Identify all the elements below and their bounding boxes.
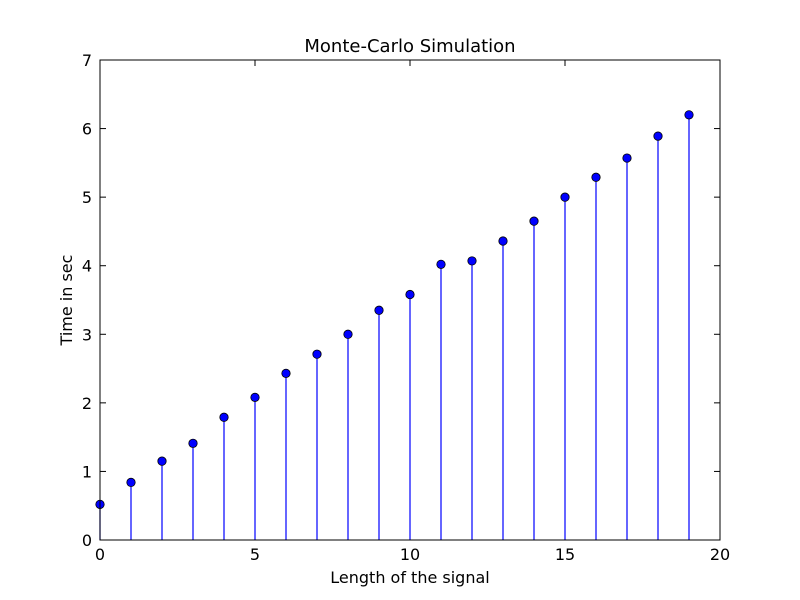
data-point	[126, 477, 136, 487]
data-point	[622, 153, 632, 163]
y-tick-label: 0	[82, 531, 92, 550]
data-point	[219, 412, 229, 422]
data-point	[157, 456, 167, 466]
y-tick-label: 4	[82, 257, 92, 276]
data-point	[684, 110, 694, 120]
data-point	[467, 256, 477, 266]
x-tick-label: 5	[250, 545, 260, 564]
data-point	[343, 329, 353, 339]
plot-frame	[99, 59, 721, 541]
data-markers	[95, 110, 694, 509]
data-point	[312, 349, 322, 359]
y-tick-label: 2	[82, 394, 92, 413]
data-point	[374, 305, 384, 315]
data-point	[591, 172, 601, 182]
data-point	[250, 392, 260, 402]
y-tick-label: 5	[82, 188, 92, 207]
data-point	[560, 192, 570, 202]
data-point	[529, 216, 539, 226]
y-tick-label: 3	[82, 325, 92, 344]
x-axis-label: Length of the signal	[330, 568, 489, 587]
y-tick-label: 7	[82, 51, 92, 70]
x-axis-ticks: 0 5 10 15 20	[95, 60, 730, 564]
chart-title: Monte-Carlo Simulation	[304, 36, 515, 57]
data-point	[281, 368, 291, 378]
x-tick-label: 20	[710, 545, 730, 564]
data-point	[188, 438, 198, 448]
y-tick-label: 1	[82, 462, 92, 481]
x-tick-label: 10	[400, 545, 420, 564]
data-point	[653, 131, 663, 141]
y-axis-label: Time in sec	[57, 255, 76, 347]
data-stems	[99, 114, 690, 540]
y-axis-ticks: 0 1 2 3 4 5 6 7	[82, 51, 720, 550]
data-point	[405, 289, 415, 300]
data-point	[436, 259, 446, 269]
x-tick-label: 0	[95, 545, 105, 564]
x-tick-label: 15	[555, 545, 575, 564]
data-point	[498, 236, 508, 246]
y-tick-label: 6	[82, 120, 92, 139]
